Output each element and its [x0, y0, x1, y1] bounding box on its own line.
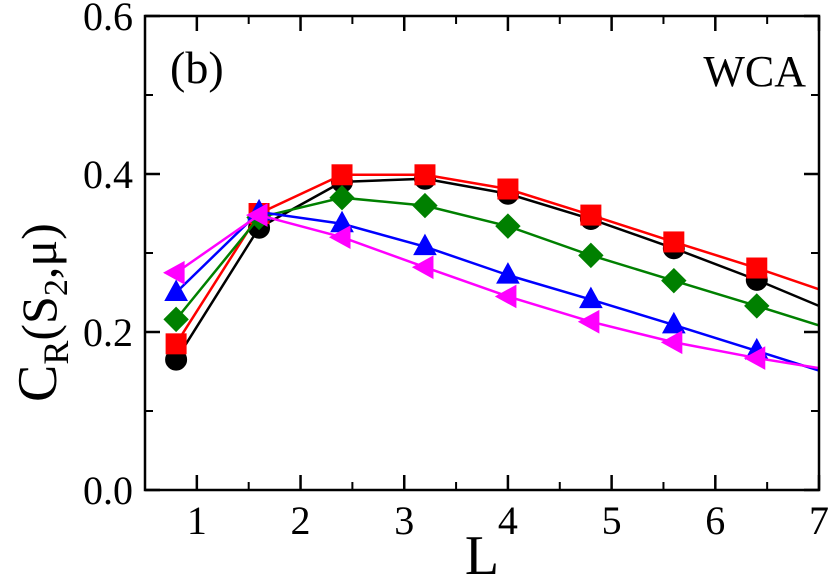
x-tick-label: 5	[602, 498, 622, 543]
marker-triangle-left	[411, 255, 434, 280]
marker-square	[746, 257, 768, 279]
y-label-sub-r: R	[36, 341, 76, 365]
svg-text:CR(S2,μ): CR(S2,μ)	[7, 223, 76, 402]
x-tick-label: 1	[187, 498, 207, 543]
marker-diamond	[578, 242, 604, 269]
series-layer	[163, 164, 819, 372]
marker-diamond	[744, 293, 770, 319]
marker-diamond	[412, 192, 438, 219]
y-label-paren: (S	[11, 296, 67, 340]
x-tick-label: 7	[809, 498, 829, 543]
y-tick-label: 0.4	[83, 152, 133, 197]
marker-square	[414, 164, 436, 186]
marker-square	[580, 204, 602, 226]
marker-triangle-left	[577, 309, 600, 334]
marker-diamond	[495, 213, 521, 239]
x-tick-label: 2	[291, 498, 311, 543]
marker-square	[663, 231, 685, 253]
x-tick-label: 6	[705, 498, 725, 543]
y-tick-label: 0.2	[83, 310, 133, 355]
marker-triangle-up	[164, 279, 188, 301]
marker-square	[497, 178, 519, 200]
series-magenta-triangles-left	[163, 203, 819, 370]
annotation-wca: WCA	[703, 47, 806, 96]
series-blue-triangles-up	[164, 198, 819, 372]
marker-triangle-up	[496, 262, 520, 284]
y-label-main: C	[7, 365, 69, 402]
y-label-rest: ,μ)	[11, 223, 67, 279]
series-red-squares	[165, 164, 819, 355]
marker-triangle-left	[246, 203, 268, 227]
marker-diamond	[329, 184, 355, 211]
x-tick-label: 3	[394, 498, 414, 543]
x-tick-label: 4	[498, 498, 518, 543]
marker-triangle-left	[494, 284, 517, 309]
marker-triangle-left	[163, 260, 185, 285]
marker-triangle-left	[743, 346, 766, 370]
marker-triangle-left	[660, 330, 683, 355]
marker-triangle-up	[579, 286, 603, 309]
tick-layer: 1 2 3 4 5 6 7 0.0 0.2 0.4 0.6	[83, 0, 829, 543]
y-tick-label: 0.6	[83, 0, 133, 39]
marker-triangle-up	[413, 233, 437, 256]
y-label-sub-2: 2	[38, 279, 75, 296]
y-tick-label: 0.0	[83, 468, 133, 513]
y-axis-label: CR(S2,μ)	[7, 223, 76, 402]
marker-square	[331, 164, 353, 186]
marker-triangle-left	[328, 225, 351, 250]
panel-label: (b)	[170, 42, 224, 93]
marker-diamond	[661, 267, 687, 294]
marker-diamond	[163, 306, 189, 333]
marker-triangle-up	[661, 311, 686, 334]
x-axis-label: L	[465, 525, 499, 581]
marker-square	[165, 333, 187, 355]
